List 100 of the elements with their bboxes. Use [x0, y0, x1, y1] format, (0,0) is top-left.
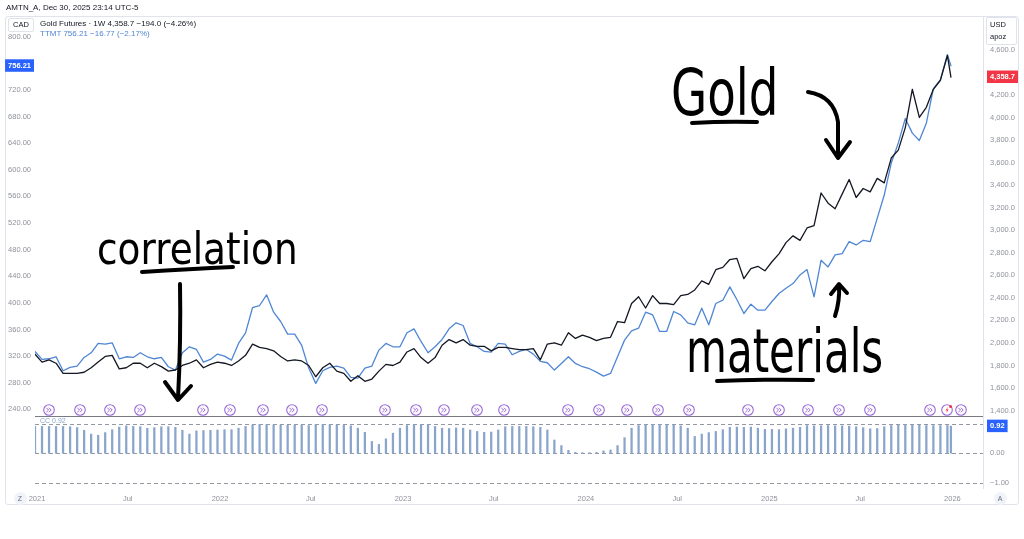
bar: [623, 437, 626, 454]
bar: [160, 426, 163, 454]
text: TTMT: [40, 29, 62, 38]
bar: [216, 429, 219, 454]
bar: [637, 425, 640, 454]
bar: [195, 430, 198, 454]
bar: [75, 427, 79, 454]
bar: [665, 424, 668, 454]
bar: [532, 426, 535, 454]
bar: [693, 436, 696, 454]
bar: [47, 426, 51, 454]
bar: [447, 428, 451, 454]
bar: [616, 445, 619, 454]
bar: [153, 427, 156, 454]
bar: [440, 427, 444, 454]
bar: [54, 426, 58, 454]
bar: [258, 424, 261, 454]
bar: [405, 425, 409, 454]
bar: [763, 429, 767, 454]
bar: [511, 426, 514, 454]
bar: [728, 426, 731, 454]
bar: [377, 444, 381, 454]
bar: [714, 431, 717, 454]
bar: [925, 425, 928, 454]
bar: [862, 427, 865, 454]
bar: [567, 449, 570, 454]
bar: [883, 426, 886, 454]
bar: [61, 426, 65, 454]
bar: [307, 425, 310, 454]
bar: [174, 426, 177, 454]
bar: [602, 450, 605, 454]
bar: [770, 429, 774, 454]
bar: [553, 439, 556, 454]
bar: [188, 433, 191, 454]
bar: [202, 430, 205, 454]
bar: [798, 426, 802, 454]
bar: [742, 426, 745, 454]
bar: [539, 426, 542, 454]
bar: [756, 427, 760, 454]
bar: [419, 424, 423, 454]
bar: [167, 426, 170, 454]
bar: [139, 426, 142, 454]
bar: [504, 426, 507, 454]
bar: [686, 427, 689, 454]
bar: [104, 432, 107, 454]
bar: [932, 425, 935, 454]
bar: [209, 429, 212, 454]
bar: [181, 429, 184, 454]
bar: [237, 427, 240, 454]
bar: [805, 425, 809, 454]
bar: [111, 429, 114, 454]
bar: [609, 449, 612, 454]
bar: [398, 427, 402, 454]
bar: [146, 427, 149, 454]
bar: [651, 424, 654, 454]
bar: [826, 425, 830, 454]
bar: [356, 427, 359, 454]
bar: [869, 428, 872, 454]
bar: [630, 427, 633, 454]
annotation: correlation: [97, 223, 298, 274]
bar: [132, 426, 135, 454]
bar: [490, 431, 493, 454]
annotation: materials: [686, 316, 884, 386]
bar: [644, 424, 647, 454]
bar: [68, 426, 72, 454]
annotation: 4,358.7 −194.0 (−4.26%): [106, 19, 197, 28]
bar: [658, 424, 661, 454]
bar: [223, 429, 226, 454]
bar: [791, 427, 795, 454]
bar: [560, 445, 563, 454]
bar: [97, 434, 100, 454]
bar: [939, 425, 942, 454]
bar: [707, 432, 710, 454]
annotation: Gold: [671, 56, 779, 130]
bar: [483, 431, 486, 454]
bar: [265, 424, 268, 454]
bar: [40, 426, 44, 454]
bar: [876, 428, 879, 454]
bar: [518, 426, 521, 454]
bar: [251, 424, 254, 454]
bar: [890, 425, 893, 454]
bar: [433, 426, 437, 454]
bar: [777, 429, 781, 454]
bar: [855, 426, 858, 454]
bar: [721, 429, 724, 454]
bar: [462, 427, 465, 454]
bar: [230, 429, 233, 454]
bar: [946, 425, 949, 454]
bar: [370, 441, 374, 454]
bar: [35, 426, 37, 454]
bar: [272, 424, 275, 454]
bar: [476, 431, 479, 454]
bar: [784, 428, 788, 454]
bar: [321, 424, 324, 454]
bar: [384, 438, 388, 454]
text: AMTN_A, Dec 30, 2025 23:14 UTC-5: [6, 3, 139, 12]
bar: [525, 426, 528, 454]
bar: [244, 426, 247, 454]
text: Gold Futures · 1W: [40, 19, 106, 28]
bar: [363, 431, 366, 454]
